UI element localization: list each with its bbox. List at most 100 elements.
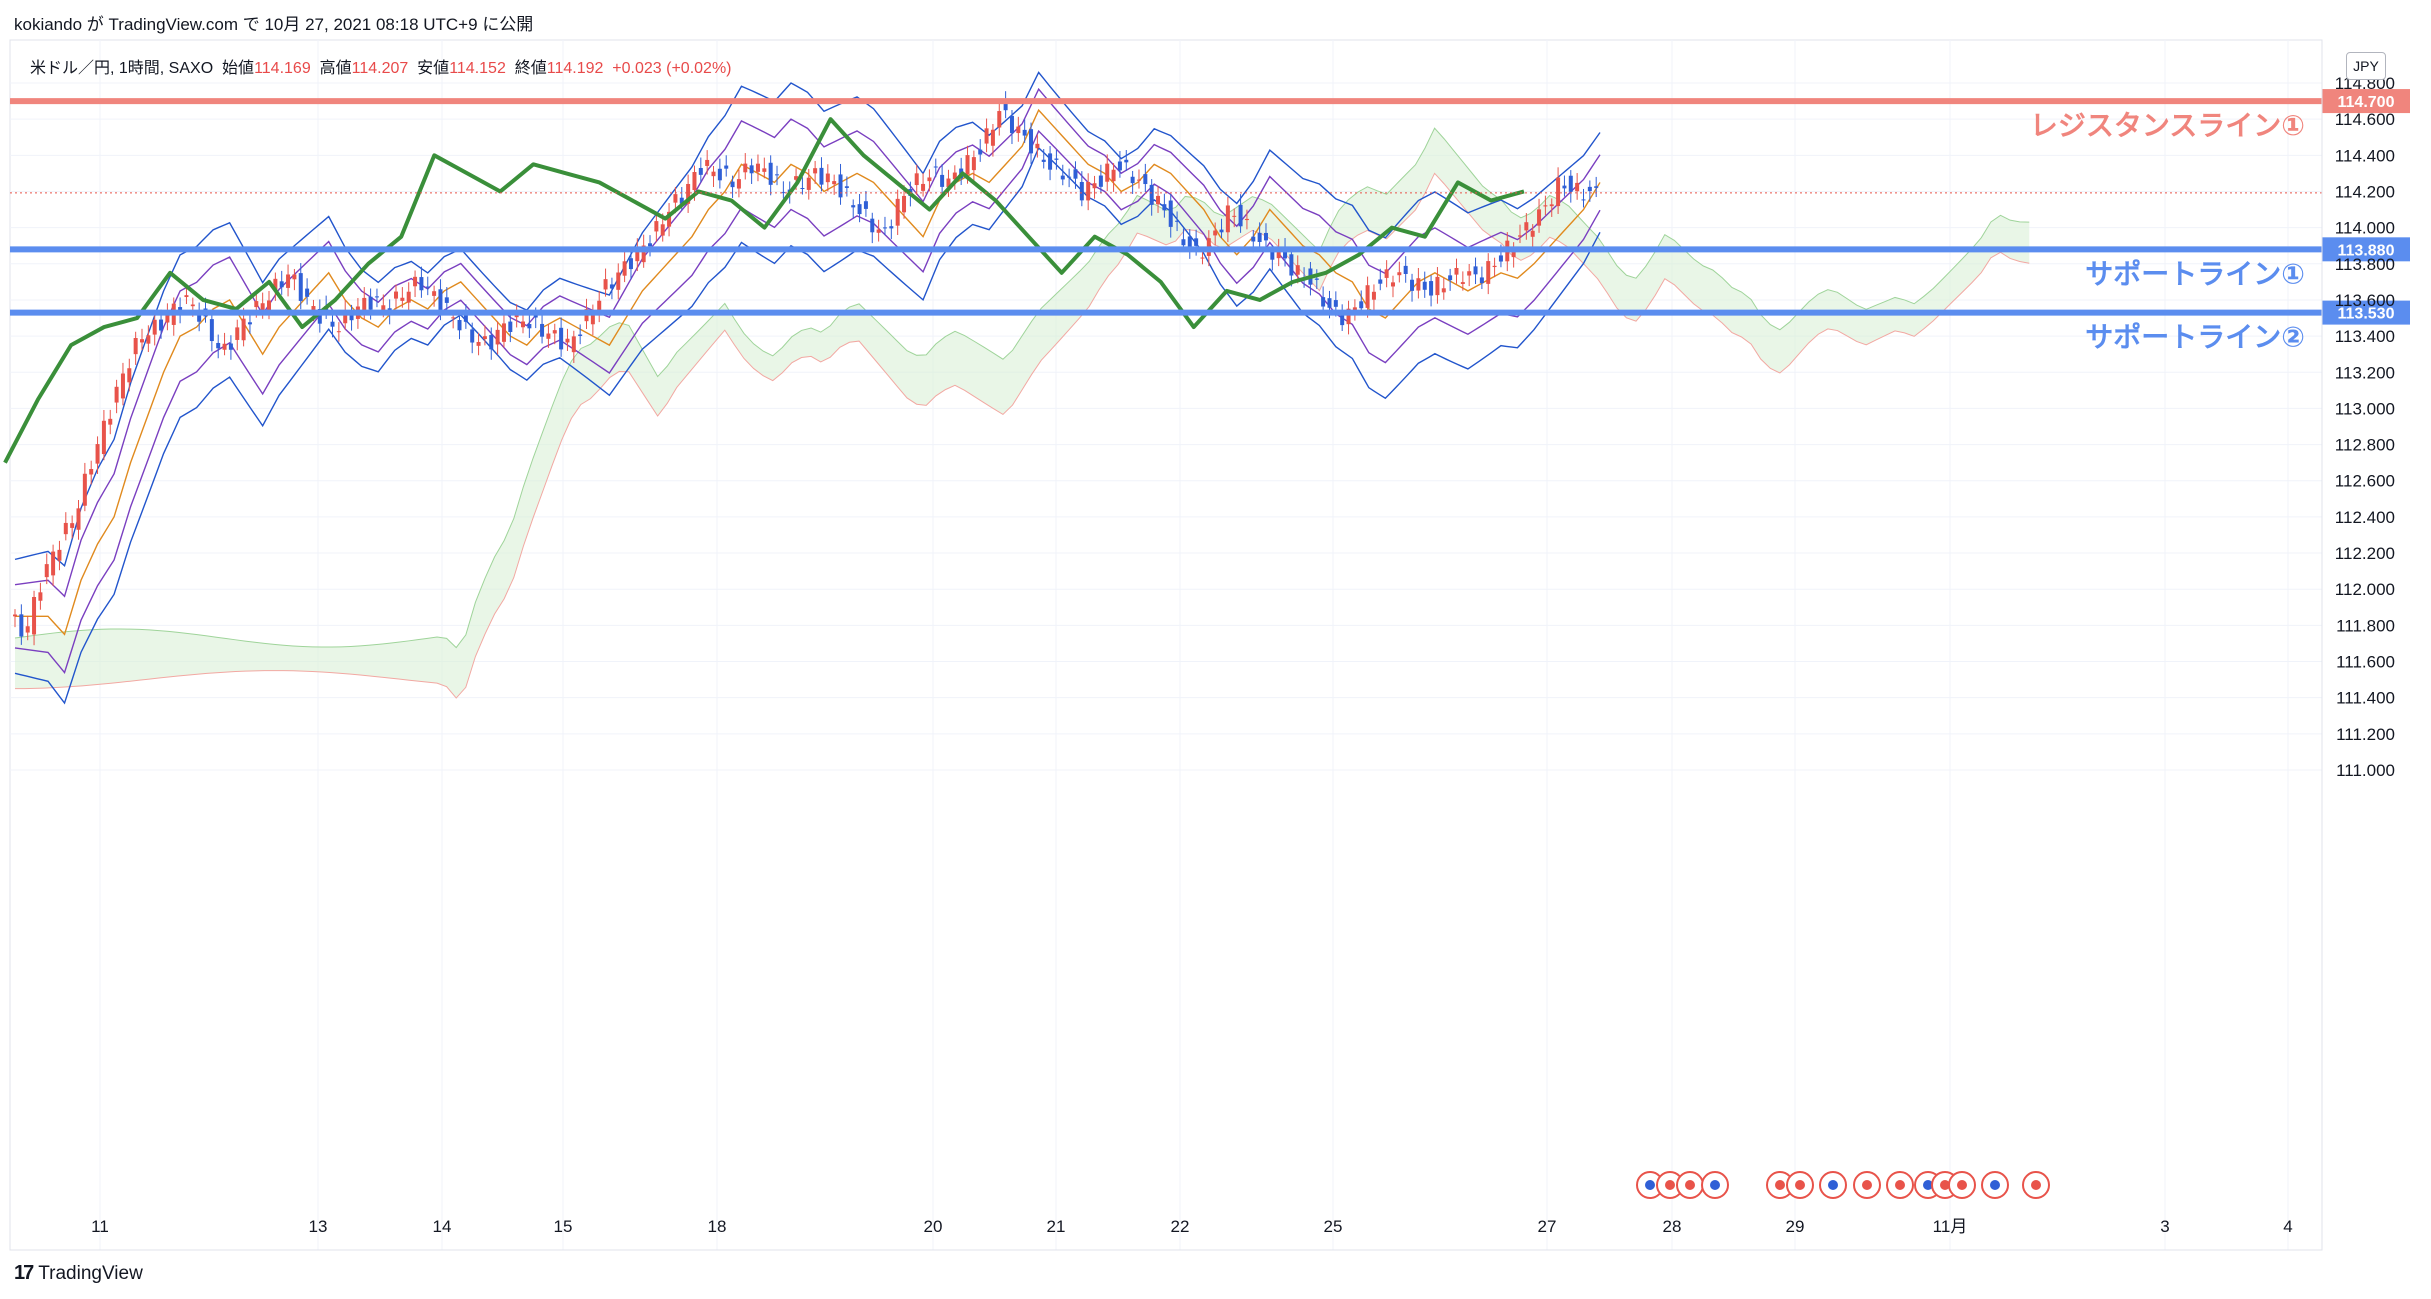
candle-body xyxy=(730,181,735,188)
level-label: サポートライン② xyxy=(2085,321,2305,354)
candle-body xyxy=(895,198,900,226)
event-icon[interactable] xyxy=(1853,1171,1881,1199)
candle-body xyxy=(1168,200,1173,227)
candle-body xyxy=(1143,174,1148,185)
candle-body xyxy=(51,551,56,576)
published-date: 10月 27, 2021 08:18 UTC+9 xyxy=(264,15,478,34)
candle-body xyxy=(1378,279,1383,284)
symbol-name[interactable]: 米ドル／円, 1時間, SAXO xyxy=(30,60,214,77)
tradingview-logo-icon: 17 xyxy=(14,1262,34,1284)
chikou-line xyxy=(3,117,1525,464)
x-tick-label: 18 xyxy=(708,1217,727,1236)
support-resistance-lines[interactable]: 114.700 レジスタンスライン① 113.880 サポートライン① 113.530 サ… xyxy=(10,89,2410,354)
event-icon[interactable] xyxy=(1676,1171,1704,1199)
y-tick-label: 112.600 xyxy=(2335,472,2395,491)
candle-body xyxy=(235,327,240,340)
candle-body xyxy=(1219,229,1224,233)
candle-body xyxy=(952,172,957,180)
candle-body xyxy=(648,243,653,247)
candle-body xyxy=(1575,182,1580,192)
candle-body xyxy=(882,227,887,229)
candle-body xyxy=(736,179,741,189)
platform-name[interactable]: TradingView.com xyxy=(108,15,238,34)
price-axis[interactable]: 111.000 111.200 111.400 111.600 111.800 112.0… xyxy=(2321,40,2395,1250)
event-icon[interactable] xyxy=(2022,1171,2050,1199)
y-tick-label: 112.800 xyxy=(2335,436,2395,455)
economic-events-row[interactable] xyxy=(1636,1171,2050,1199)
candle-body xyxy=(1098,175,1103,187)
candle-body xyxy=(876,229,881,233)
candle-body xyxy=(1194,238,1199,246)
candle-body xyxy=(590,310,595,325)
candle-body xyxy=(1467,271,1472,276)
event-dot xyxy=(1990,1180,2000,1190)
candle-body xyxy=(298,273,303,301)
candle-body xyxy=(533,314,538,318)
candle-body xyxy=(38,592,43,601)
candle-body xyxy=(1492,265,1497,268)
event-icon[interactable] xyxy=(1819,1171,1847,1199)
candle-body xyxy=(1029,129,1034,154)
candle-body xyxy=(997,111,1002,128)
candle-body xyxy=(400,297,405,301)
publisher-name[interactable]: kokiando xyxy=(14,15,83,34)
event-icon[interactable] xyxy=(1701,1171,1729,1199)
candle-body xyxy=(1009,115,1014,134)
y-tick-label: 111.000 xyxy=(2336,761,2395,780)
candle-body xyxy=(1549,204,1554,207)
candle-body xyxy=(241,318,246,341)
candle-body xyxy=(1003,101,1008,111)
candle-body xyxy=(768,162,773,185)
candle-body xyxy=(1124,159,1129,163)
event-dot xyxy=(1923,1180,1933,1190)
y-tick-label: 111.200 xyxy=(2336,725,2395,744)
candle-body xyxy=(1092,183,1097,189)
candle-body xyxy=(19,614,24,637)
candle-body xyxy=(978,149,983,155)
event-icon[interactable] xyxy=(1948,1171,1976,1199)
candle-body xyxy=(1117,161,1122,171)
event-dot xyxy=(1775,1180,1785,1190)
candle-body xyxy=(1295,265,1300,275)
candle-body xyxy=(1581,199,1586,201)
candle-body xyxy=(63,522,68,535)
x-tick-label: 4 xyxy=(2283,1217,2292,1236)
event-icon[interactable] xyxy=(1786,1171,1814,1199)
candle-body xyxy=(527,323,532,329)
y-tick-label: 113.200 xyxy=(2335,363,2395,382)
candle-body xyxy=(1314,278,1319,280)
event-icon[interactable] xyxy=(1636,1171,1664,1199)
event-icon[interactable] xyxy=(1886,1171,1914,1199)
candle-body xyxy=(495,329,500,345)
candle-body xyxy=(216,342,221,349)
candle-body xyxy=(114,386,119,403)
candle-body xyxy=(1397,272,1402,276)
candle-body xyxy=(546,333,551,339)
time-axis[interactable]: 11 13 14 15 18 20 21 22 25 27 28 29 11月 3 4 xyxy=(10,1217,2322,1251)
event-icon[interactable] xyxy=(1766,1171,1794,1199)
candle-body xyxy=(343,311,348,324)
candle-body xyxy=(1384,269,1389,278)
level-price-text: 114.700 xyxy=(2338,94,2395,111)
x-tick-label: 11月 xyxy=(1933,1217,1968,1236)
candle-body xyxy=(654,221,659,232)
candle-body xyxy=(755,163,760,172)
event-dot xyxy=(1957,1180,1967,1190)
candle-body xyxy=(743,163,748,173)
candle-body xyxy=(317,309,322,324)
candle-body xyxy=(25,626,30,633)
event-dot xyxy=(1645,1180,1655,1190)
event-icon[interactable] xyxy=(1981,1171,2009,1199)
x-tick-label: 15 xyxy=(554,1217,573,1236)
candle-body xyxy=(692,172,697,191)
candle-body xyxy=(451,317,456,319)
candle-body xyxy=(260,303,265,312)
candle-body xyxy=(1403,265,1408,274)
candle-body xyxy=(1200,257,1205,259)
candle-body xyxy=(1067,176,1072,178)
event-dot xyxy=(1795,1180,1805,1190)
candle-body xyxy=(413,276,418,287)
currency-button[interactable]: JPY xyxy=(2346,52,2386,80)
candle-body xyxy=(1213,230,1218,236)
